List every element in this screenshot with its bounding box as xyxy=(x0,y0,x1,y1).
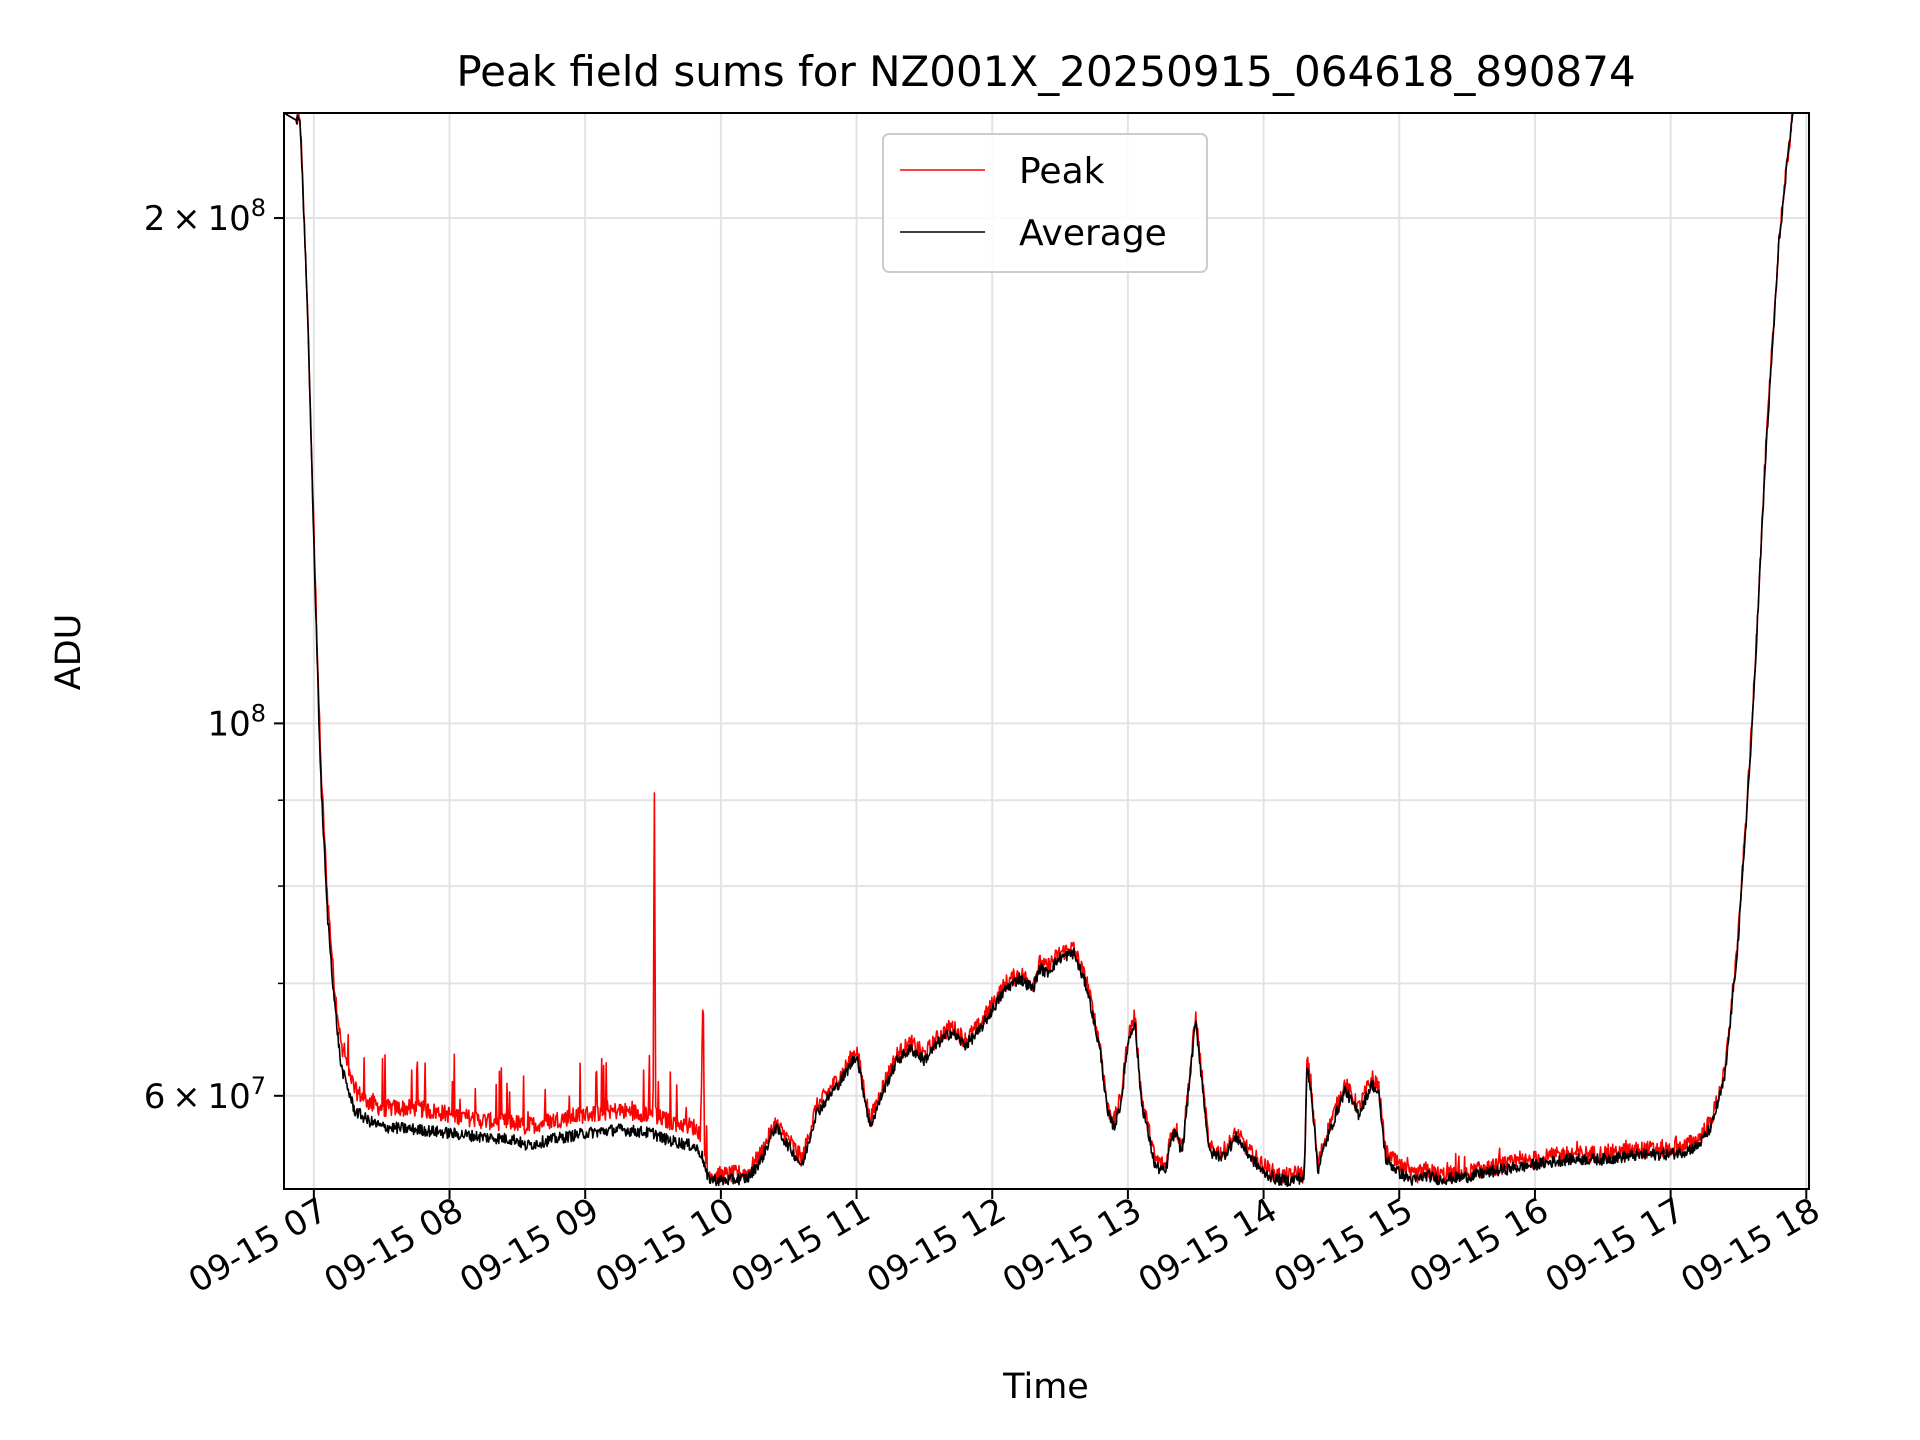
series-line-average xyxy=(283,112,1810,1187)
legend-label-average: Average xyxy=(1019,213,1167,254)
y-tick-label: 2 × 108 xyxy=(144,194,266,239)
x-axis-label: Time xyxy=(1002,1367,1089,1407)
grid-layer xyxy=(284,113,1809,1189)
legend-box xyxy=(882,133,1208,273)
y-tick-mantissa: 6 xyxy=(144,1077,166,1117)
y-tick-exponent: 7 xyxy=(251,1072,266,1100)
y-tick-mantissa: 2 xyxy=(144,199,166,239)
chart-title: Peak field sums for NZ001X_20250915_0646… xyxy=(456,47,1635,96)
series-layer xyxy=(283,112,1810,1187)
y-tick-label: 108 xyxy=(207,699,266,744)
y-tick-exponent: 8 xyxy=(251,194,266,222)
legend-label-peak: Peak xyxy=(1019,151,1105,192)
series-line-peak xyxy=(283,112,1810,1185)
y-axis-label: ADU xyxy=(49,614,89,691)
plot-area-frame xyxy=(283,112,1810,1190)
y-axis: 2 × 108 108 6 × 107 xyxy=(144,194,284,1117)
legend: Peak Average xyxy=(882,133,1208,273)
y-tick-label: 6 × 107 xyxy=(144,1072,266,1117)
y-tick-exponent: 8 xyxy=(251,699,266,727)
